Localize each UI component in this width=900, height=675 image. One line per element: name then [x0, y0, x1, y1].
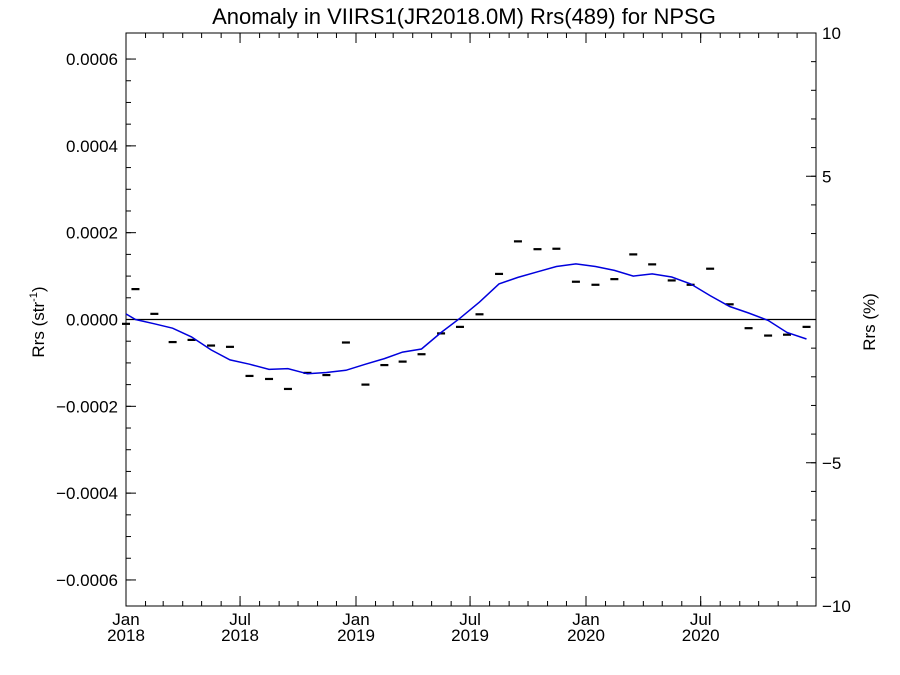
chart-title: Anomaly in VIIRS1(JR2018.0M) Rrs(489) fo… [212, 4, 716, 29]
y-tick-label-left: 0.0002 [66, 224, 118, 243]
x-tick-label-month: Jan [572, 610, 599, 629]
y-tick-label-left: −0.0004 [56, 484, 118, 503]
y-axis-label-right: Rrs (%) [860, 293, 879, 351]
x-tick-label-month: Jul [229, 610, 251, 629]
y-tick-label-right: −5 [822, 454, 841, 473]
x-tick-label-month: Jan [342, 610, 369, 629]
x-tick-label-month: Jul [690, 610, 712, 629]
x-tick-label-month: Jan [112, 610, 139, 629]
x-tick-label-year: 2018 [221, 626, 259, 645]
x-tick-label-year: 2018 [107, 626, 145, 645]
y-tick-label-left: −0.0002 [56, 397, 118, 416]
trend-line [125, 263, 807, 375]
y-axis-label-left-close: ) [29, 286, 48, 292]
y-tick-label-left: 0.0004 [66, 137, 118, 156]
x-tick-label-year: 2020 [567, 626, 605, 645]
plot-area: 0.0006 0.0004 0.0002 0.0000 −0.0002 −0.0004 −0… [56, 24, 851, 645]
x-tick-label-year: 2019 [451, 626, 489, 645]
y-tick-label-right: 10 [822, 24, 841, 43]
y-axis-label-left-text: Rrs (str [29, 302, 48, 358]
y-axis-label-left: Rrs (str-1) [28, 286, 48, 357]
y-tick-label-left: 0.0006 [66, 50, 118, 69]
x-tick-label-year: 2020 [682, 626, 720, 645]
y-tick-label-left: 0.0000 [66, 311, 118, 330]
x-tick-label-month: Jul [459, 610, 481, 629]
y-tick-label-left: −0.0006 [56, 571, 118, 590]
y-tick-label-right: −10 [822, 597, 851, 616]
x-tick-label-year: 2019 [337, 626, 375, 645]
y-axis-label-left-superscript: -1 [28, 292, 40, 302]
y-tick-label-right: 5 [822, 167, 831, 186]
